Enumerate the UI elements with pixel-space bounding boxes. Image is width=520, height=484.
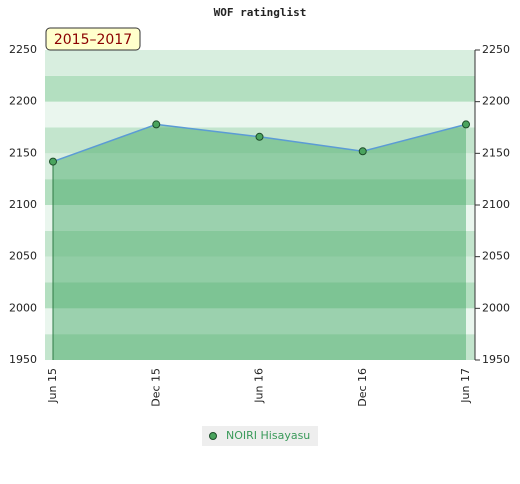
band (45, 230, 475, 257)
x-tick-label: Dec 16 (356, 368, 369, 407)
legend-label: NOIRI Hisayasu (226, 429, 310, 442)
y2-tick-label: 2050 (482, 250, 510, 263)
y2-tick-label: 2200 (482, 95, 510, 108)
y-tick-label: 2200 (9, 95, 37, 108)
point (152, 120, 161, 129)
band (45, 50, 475, 76)
x-tick-label: Dec 15 (149, 368, 162, 407)
band (45, 101, 475, 128)
annotation-box (45, 27, 141, 51)
band (45, 256, 475, 283)
point (49, 157, 57, 166)
band (45, 179, 475, 205)
y-tick-label: 1950 (9, 353, 37, 366)
x-tick-label: Jun 15 (46, 368, 59, 404)
point (358, 147, 367, 156)
x-tick-label: Jun 16 (253, 368, 266, 404)
annotation: 2015–2017 (54, 32, 132, 48)
y-tick-label: 2250 (9, 43, 37, 56)
band (45, 334, 475, 360)
y2-tick-label: 2150 (482, 146, 510, 159)
legend-marker (209, 432, 217, 440)
x-tick-label: Jun 17 (459, 368, 472, 404)
legend (202, 426, 318, 446)
y2-tick-label: 1950 (482, 353, 510, 366)
band (45, 75, 475, 102)
y-tick-label: 2000 (9, 301, 37, 314)
chart-title: WOF ratinglist (214, 6, 307, 19)
area (53, 124, 466, 361)
point (255, 132, 264, 141)
band (45, 282, 475, 309)
y-tick-label: 2150 (9, 146, 37, 159)
y-tick-label: 2100 (9, 198, 37, 211)
point (462, 120, 470, 129)
band (45, 153, 475, 180)
y2-tick-label: 2100 (482, 198, 510, 211)
y2-tick-label: 2250 (482, 43, 510, 56)
y2-tick-label: 2000 (482, 301, 510, 314)
band (45, 308, 475, 335)
plot-area (45, 50, 475, 360)
band (45, 205, 475, 231)
y-tick-label: 2050 (9, 250, 37, 263)
